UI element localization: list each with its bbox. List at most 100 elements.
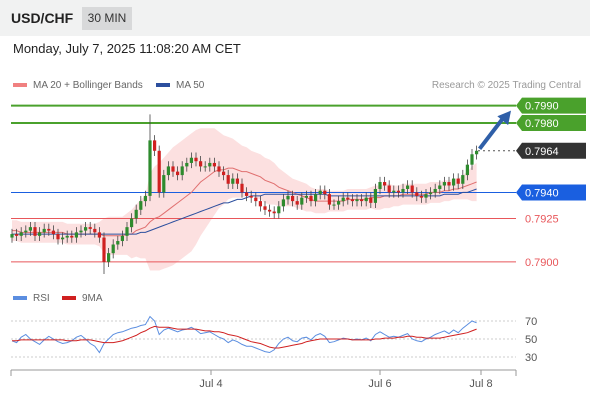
candle-body (378, 182, 382, 189)
candle-body (139, 201, 143, 210)
candle-body (281, 199, 285, 207)
candle-body (120, 235, 124, 242)
candle-body (15, 234, 19, 236)
candle-body (452, 178, 456, 186)
timeframe-button[interactable]: 30 MIN (82, 7, 132, 30)
candle-body (61, 237, 65, 240)
candle-body (438, 185, 442, 189)
candle-body (38, 232, 42, 236)
level-label-0.7925: 0.7925 (525, 213, 559, 225)
candle-body (272, 211, 276, 214)
rsi-tick-30: 30 (525, 352, 537, 364)
ma9-swatch (62, 296, 76, 301)
candle-body (166, 166, 170, 176)
legend-rsi: RSI (13, 293, 50, 304)
candle-body (97, 232, 101, 238)
candle-body (392, 190, 396, 193)
candle-body (465, 164, 469, 176)
candle-body (212, 162, 216, 167)
credit-label: Research © 2025 Trading Central (431, 80, 581, 91)
candle-body (470, 154, 474, 165)
candle-body (203, 166, 207, 168)
candle-body (162, 175, 166, 193)
candle-body (235, 178, 239, 184)
candle-body (291, 195, 295, 202)
legend-rsi-label: RSI (33, 293, 50, 304)
candle-body (51, 230, 55, 235)
candle-body (222, 171, 226, 176)
candle-body (314, 194, 318, 202)
candle-body (19, 232, 23, 236)
candle-body (42, 228, 46, 233)
level-tag-bg (516, 97, 586, 114)
candle-body (70, 235, 74, 238)
candle-body (410, 185, 414, 193)
candle-body (157, 150, 161, 193)
level-label-0.7900: 0.7900 (525, 257, 559, 269)
candle-body (355, 199, 359, 202)
candle-body (84, 227, 88, 231)
candle-body (226, 175, 230, 184)
x-tick-label: Jul 4 (199, 378, 222, 390)
candle-body (346, 197, 350, 200)
candle-body (387, 185, 391, 193)
candle-body (56, 234, 60, 240)
candle-body (180, 166, 184, 176)
legend-9ma-label: 9MA (82, 293, 103, 304)
candle-body (304, 195, 308, 198)
candle-body (10, 234, 14, 238)
level-tag-text: 0.7940 (525, 187, 559, 199)
candle-body (102, 237, 106, 262)
candle-body (194, 157, 198, 162)
ma50-swatch (156, 83, 170, 88)
candle-body (360, 199, 364, 202)
legend-ma20: MA 20 + Bollinger Bands (13, 80, 143, 91)
candle-body (442, 182, 446, 186)
ma50-line (12, 188, 477, 235)
candle-body (373, 188, 377, 203)
candle-body (429, 192, 433, 195)
level-label-0.7964: 0.7964 (516, 142, 586, 159)
level-tag-bg (516, 184, 586, 201)
header-bar: USD/CHF 30 MIN (0, 0, 590, 36)
rsi-line (11, 315, 477, 354)
rsi-tick-50: 50 (525, 334, 537, 346)
legend-ma20-label: MA 20 + Bollinger Bands (33, 80, 143, 91)
level-tag-text: 0.7900 (525, 257, 559, 269)
candle-body (185, 162, 189, 167)
candle-body (130, 218, 134, 228)
candle-body (383, 182, 387, 186)
level-label-0.7940: 0.7940 (516, 184, 586, 201)
candle-body (134, 209, 138, 219)
level-label-0.7990: 0.7990 (516, 97, 586, 114)
candle-body (419, 195, 423, 198)
projection-arrow-shaft (478, 114, 507, 151)
bollinger-band (12, 128, 477, 271)
level-tag-text: 0.7980 (525, 118, 559, 130)
candle-body (47, 228, 51, 231)
candle-body (79, 230, 83, 233)
candle-body (401, 188, 405, 193)
level-tag-text: 0.7964 (525, 146, 559, 158)
candle-body (171, 166, 175, 172)
level-tag-bg (516, 115, 586, 132)
candle-body (249, 195, 253, 198)
candle-body (268, 209, 272, 212)
candle-body (475, 150, 479, 155)
candle-body (461, 175, 465, 184)
candle-body (327, 194, 331, 205)
candle-body (277, 206, 281, 214)
candle-body (33, 227, 37, 236)
datetime-label: Monday, July 7, 2025 11:08:20 AM CET (13, 41, 241, 56)
level-tag-bg (516, 142, 586, 159)
candle-body (245, 192, 249, 196)
symbol-label: USD/CHF (11, 10, 74, 26)
candle-body (176, 171, 180, 176)
candle-body (433, 188, 437, 193)
rsi-swatch (13, 296, 27, 301)
candle-body (369, 197, 373, 203)
candle-body (74, 232, 78, 238)
candle-body (258, 201, 262, 207)
candle-body (323, 190, 327, 195)
